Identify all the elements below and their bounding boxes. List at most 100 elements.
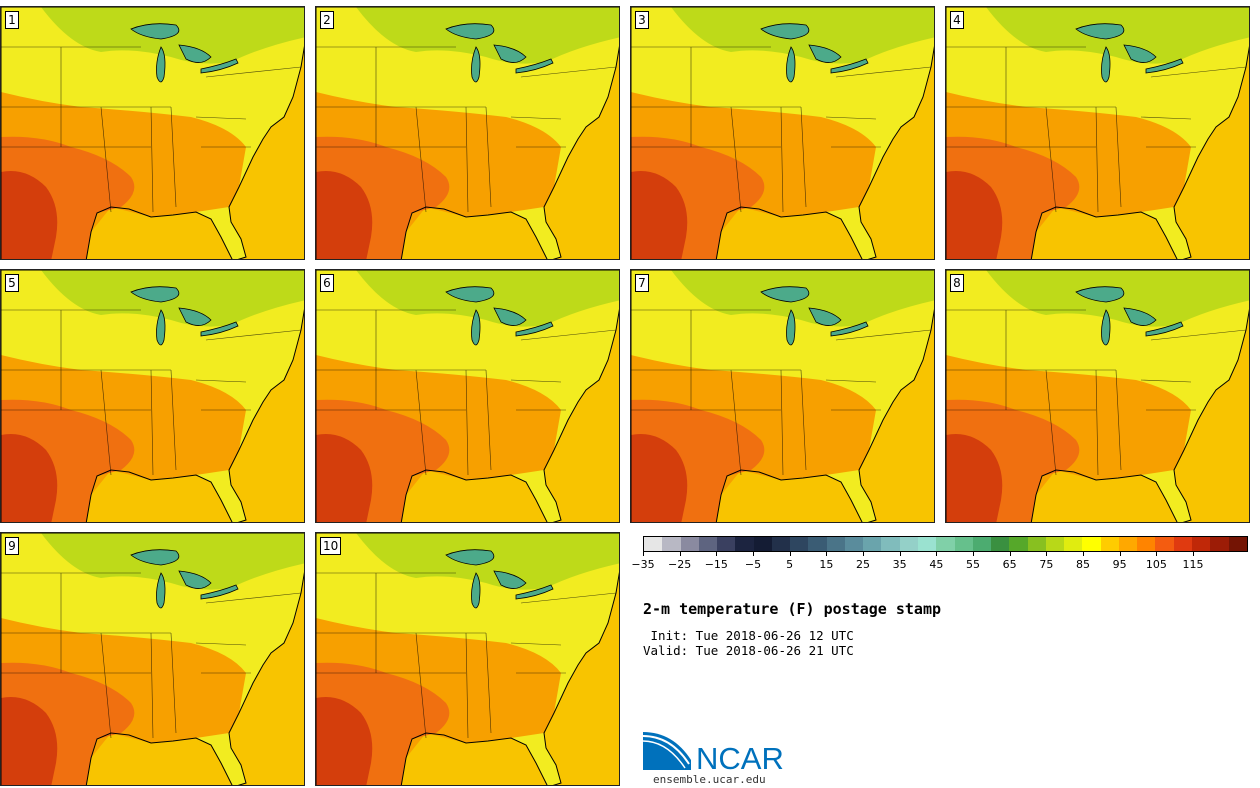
forecast-map-panel: 5 xyxy=(0,269,305,523)
colorbar-swatch xyxy=(954,537,973,551)
forecast-map-panel: 6 xyxy=(315,269,620,523)
colorbar-swatch xyxy=(1173,537,1192,551)
colorbar-swatch xyxy=(1045,537,1065,551)
init-time: Init: Tue 2018-06-26 12 UTC xyxy=(643,628,854,643)
colorbar-tick xyxy=(753,552,754,556)
colorbar-tick-label: 55 xyxy=(966,558,980,571)
colorbar-tick xyxy=(826,552,828,556)
colorbar-swatch xyxy=(808,537,827,551)
colorbar-swatch xyxy=(1064,537,1083,551)
colorbar-tick xyxy=(1009,552,1011,556)
colorbar-swatch xyxy=(680,537,699,551)
valid-time: Valid: Tue 2018-06-26 21 UTC xyxy=(643,643,854,658)
colorbar-swatch xyxy=(1009,537,1028,551)
forecast-map-panel: 3 xyxy=(630,6,935,260)
colorbar-tick-label: 115 xyxy=(1182,558,1204,571)
colorbar-tick xyxy=(716,552,718,556)
colorbar-swatch xyxy=(790,537,809,551)
colorbar-tick xyxy=(936,552,938,556)
member-number-label: 6 xyxy=(320,274,334,292)
colorbar-swatch xyxy=(972,537,992,551)
colorbar-tick-label: 5 xyxy=(786,558,794,571)
colorbar-swatch xyxy=(844,537,864,551)
colorbar-tick-label: 75 xyxy=(1039,558,1054,571)
colorbar-tick xyxy=(789,552,791,556)
colorbar-tick xyxy=(1193,552,1194,556)
forecast-map-panel: 4 xyxy=(945,6,1250,260)
colorbar-swatch xyxy=(1210,537,1229,551)
colorbar-swatch xyxy=(753,537,772,551)
colorbar-swatch xyxy=(1118,537,1138,551)
colorbar-tick xyxy=(1156,552,1158,556)
colorbar-swatch xyxy=(1027,537,1046,551)
colorbar-swatch xyxy=(1082,537,1101,551)
forecast-map-panel: 1 xyxy=(0,6,305,260)
website-url: ensemble.ucar.edu xyxy=(653,773,766,786)
colorbar-swatch xyxy=(698,537,718,551)
colorbar-tick-label: −5 xyxy=(744,558,762,571)
colorbar-swatch xyxy=(735,537,754,551)
temperature-map xyxy=(316,533,619,785)
forecast-map-panel: 10 xyxy=(315,532,620,786)
colorbar-tick-label: 85 xyxy=(1076,558,1090,571)
forecast-map-panel: 9 xyxy=(0,532,305,786)
colorbar-tick xyxy=(899,552,901,556)
colorbar-swatch xyxy=(662,537,681,551)
member-number-label: 2 xyxy=(320,11,334,29)
colorbar-tick xyxy=(679,552,681,556)
ncar-logo: NCAR xyxy=(642,730,793,776)
temperature-map xyxy=(1,7,304,259)
colorbar-swatch xyxy=(899,537,918,551)
colorbar-swatch xyxy=(771,537,791,551)
colorbar-tick-label: 25 xyxy=(856,558,870,571)
forecast-map-panel: 8 xyxy=(945,269,1250,523)
colorbar-tick-label: 105 xyxy=(1145,558,1167,571)
colorbar-tick xyxy=(863,552,864,556)
colorbar-tick-label: −25 xyxy=(668,558,692,571)
colorbar-tick xyxy=(1046,552,1048,556)
temperature-map xyxy=(946,270,1249,522)
colorbar-tick-label: 95 xyxy=(1112,558,1127,571)
colorbar-swatch xyxy=(991,537,1010,551)
colorbar-swatch xyxy=(1100,537,1119,551)
temperature-map xyxy=(631,270,934,522)
member-number-label: 1 xyxy=(5,11,19,29)
colorbar-swatch xyxy=(1155,537,1174,551)
temperature-map xyxy=(316,7,619,259)
member-number-label: 3 xyxy=(635,11,649,29)
colorbar-tick-label: 65 xyxy=(1002,558,1017,571)
colorbar-tick-label: 45 xyxy=(929,558,944,571)
ncar-logo-text: NCAR xyxy=(696,741,784,772)
colorbar-swatch xyxy=(863,537,882,551)
ncar-logo-icon: NCAR xyxy=(642,732,784,776)
colorbar-swatch xyxy=(1137,537,1156,551)
temperature-colorbar xyxy=(643,536,1248,552)
colorbar-swatch xyxy=(917,537,937,551)
temperature-map xyxy=(1,533,304,785)
colorbar-ticks: −35 −25 −15 −5 5 15 25 35 45 55 65 75 85 95 105 115 xyxy=(631,552,1248,572)
temperature-map xyxy=(946,7,1249,259)
colorbar-swatch xyxy=(936,537,955,551)
member-number-label: 8 xyxy=(950,274,964,292)
forecast-map-panel: 2 xyxy=(315,6,620,260)
temperature-map xyxy=(1,270,304,522)
colorbar-swatch xyxy=(881,537,900,551)
member-number-label: 7 xyxy=(635,274,649,292)
colorbar-tick-label: −35 xyxy=(631,558,655,571)
forecast-map-panel: 7 xyxy=(630,269,935,523)
member-number-label: 4 xyxy=(950,11,964,29)
colorbar-tick-label: 35 xyxy=(892,558,907,571)
colorbar-tick xyxy=(643,552,644,556)
colorbar-tick xyxy=(973,552,974,556)
colorbar-swatch xyxy=(1228,537,1247,551)
member-number-label: 9 xyxy=(5,537,19,555)
colorbar-swatch xyxy=(1191,537,1211,551)
colorbar-swatch xyxy=(717,537,736,551)
colorbar-tick xyxy=(1119,552,1121,556)
colorbar-tick-label: 15 xyxy=(819,558,834,571)
member-number-label: 10 xyxy=(320,537,342,555)
colorbar-tick xyxy=(1083,552,1084,556)
temperature-map xyxy=(316,270,619,522)
member-number-label: 5 xyxy=(5,274,19,292)
plot-title: 2-m temperature (F) postage stamp xyxy=(643,600,942,618)
